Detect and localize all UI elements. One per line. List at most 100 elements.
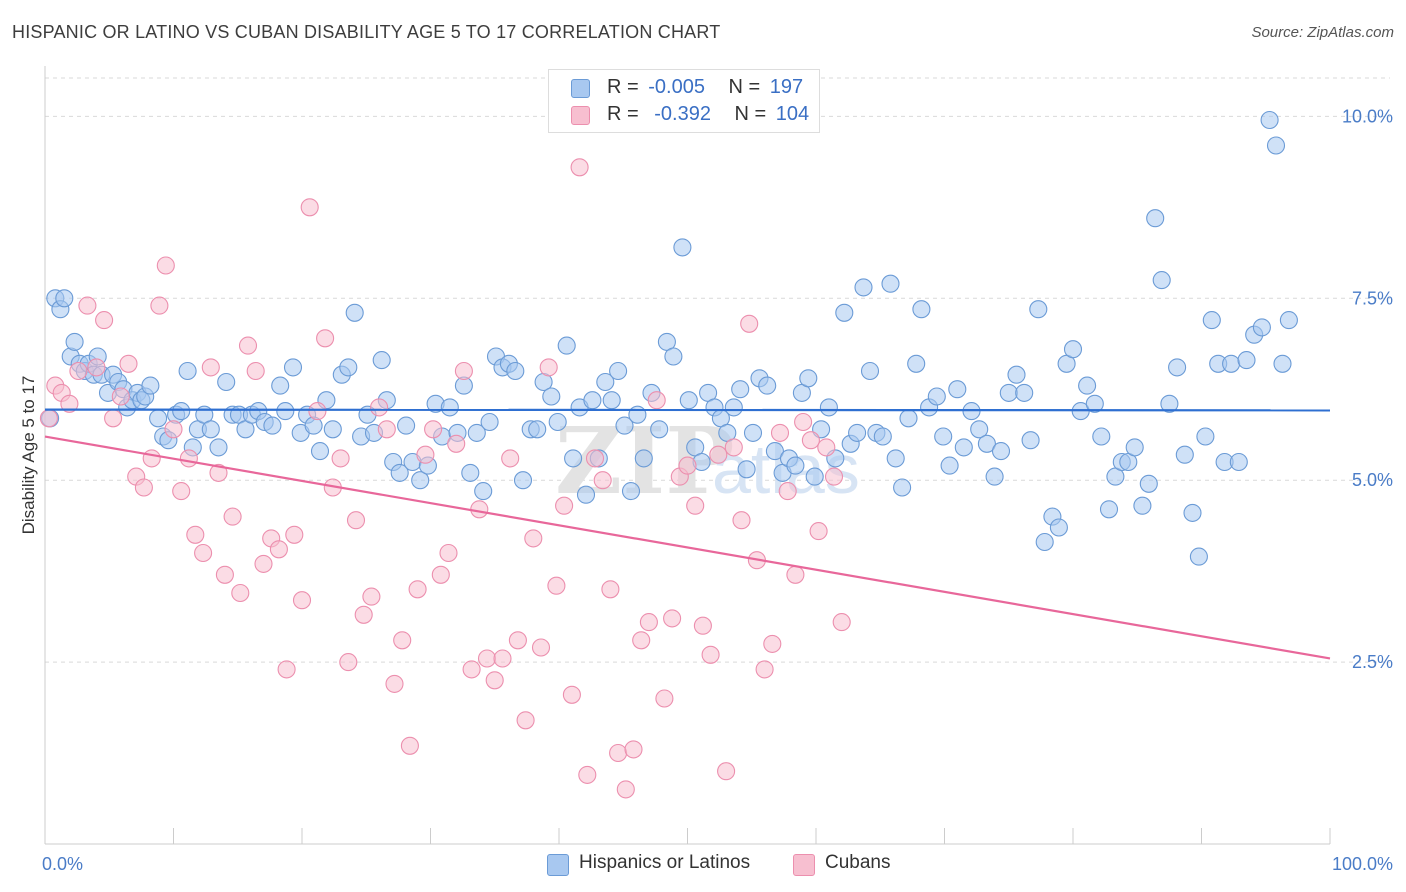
hispanic-point	[1007, 365, 1026, 384]
hispanic-point	[805, 467, 824, 486]
cuban-point	[693, 616, 712, 635]
hispanic-point	[977, 434, 996, 453]
hispanic-point	[1152, 271, 1171, 290]
cuban-point	[201, 358, 220, 377]
cuban-point	[755, 660, 774, 679]
hispanic-point	[576, 485, 596, 504]
cuban-point	[524, 529, 543, 548]
cuban-point	[416, 445, 435, 464]
cuban-point	[87, 358, 106, 377]
hispanic-point	[542, 387, 561, 406]
cuban-point	[156, 256, 175, 275]
cuban-point	[354, 605, 373, 624]
cuban-point	[246, 361, 265, 381]
cuban-point	[186, 525, 205, 544]
cuban-swatch	[571, 106, 590, 125]
hispanic-point	[1029, 300, 1048, 319]
cuban-point	[104, 409, 123, 428]
cuban-point	[508, 631, 527, 650]
cuban-point	[655, 689, 674, 708]
legend-r-label: R =	[607, 76, 639, 98]
cuban-point	[562, 685, 581, 704]
cuban-point	[678, 456, 697, 475]
hispanic-point	[271, 376, 290, 395]
hispanic-point	[854, 278, 873, 297]
legend-label: Cubans	[825, 852, 891, 873]
cuban-point	[547, 576, 566, 595]
cuban-point	[377, 420, 396, 439]
hispanic-point	[934, 427, 953, 446]
hispanic-point	[1021, 431, 1040, 450]
hispanic-point	[1183, 503, 1202, 522]
source-label: Source: ZipAtlas.com	[1251, 24, 1394, 41]
cuban-point	[111, 387, 130, 406]
cuban-point	[238, 336, 258, 355]
legend-r-value: -0.005	[648, 76, 705, 98]
cuban-point	[209, 463, 228, 482]
cuban-point	[462, 660, 481, 679]
hispanic-point	[201, 420, 220, 439]
hispanic-point	[786, 456, 805, 475]
hispanic-point	[873, 427, 892, 446]
stats-legend: R = -0.005 N = 197 R = -0.392 N = 104	[548, 69, 820, 133]
hispanic-point	[835, 303, 854, 322]
cuban-point	[431, 565, 450, 584]
cuban-point	[78, 296, 97, 315]
cuban-point	[194, 543, 213, 563]
y-tick-label: 7.5%	[1352, 288, 1393, 308]
hispanic-point	[602, 391, 621, 410]
hispanic-point	[940, 456, 959, 475]
hispanic-point	[650, 420, 669, 439]
hispanic-point	[149, 409, 168, 428]
hispanic-point	[758, 376, 777, 395]
legend-r-label: R =	[607, 103, 639, 125]
cuban-point	[300, 198, 319, 217]
cuban-point	[570, 158, 589, 177]
hispanic-point	[954, 438, 973, 457]
hispanic-point	[1237, 351, 1256, 370]
hispanic-point	[1168, 358, 1187, 377]
cuban-point	[231, 583, 250, 603]
hispanic-point	[596, 372, 615, 392]
cuban-point	[454, 361, 473, 381]
hispanic-swatch	[547, 854, 569, 876]
cuban-point	[254, 554, 273, 573]
cuban-point	[477, 649, 497, 668]
cuban-point	[686, 496, 705, 515]
hispanic-point	[664, 347, 683, 366]
cuban-point	[632, 631, 651, 650]
cuban-point	[164, 420, 183, 439]
hispanic-point	[390, 463, 409, 482]
hispanic-point	[440, 398, 459, 417]
hispanic-point	[557, 336, 576, 355]
cuban-point	[801, 431, 820, 450]
hispanic-point	[283, 358, 303, 377]
hispanic-point	[1160, 394, 1179, 413]
cuban-point	[400, 736, 419, 755]
hispanic-point	[1078, 376, 1097, 395]
hispanic-point	[1146, 209, 1165, 228]
hispanic-point	[1139, 474, 1158, 493]
hispanic-point	[1266, 136, 1286, 155]
hispanic-point	[743, 423, 763, 442]
cuban-point	[724, 438, 743, 457]
cuban-point	[39, 409, 58, 428]
hispanic-point	[1133, 496, 1152, 515]
cuban-point	[663, 609, 682, 628]
hispanic-point	[1035, 532, 1054, 552]
hispanic-point	[1049, 518, 1068, 537]
legend-n-value: 104	[775, 103, 810, 125]
hispanic-point	[411, 471, 430, 490]
cuban-point	[578, 765, 597, 784]
hispanic-trend-line	[44, 408, 1331, 412]
y-tick-label: 2.5%	[1352, 652, 1393, 672]
hispanic-point	[1279, 311, 1298, 330]
cuban-point	[119, 354, 138, 373]
hispanic-point	[731, 380, 750, 399]
y-tick-label: 5.0%	[1352, 470, 1393, 490]
cuban-point	[223, 507, 242, 526]
hispanic-point	[1202, 311, 1221, 330]
legend-n-label: N =	[728, 76, 761, 98]
cuban-point	[134, 478, 153, 497]
hispanic-point	[65, 332, 84, 351]
